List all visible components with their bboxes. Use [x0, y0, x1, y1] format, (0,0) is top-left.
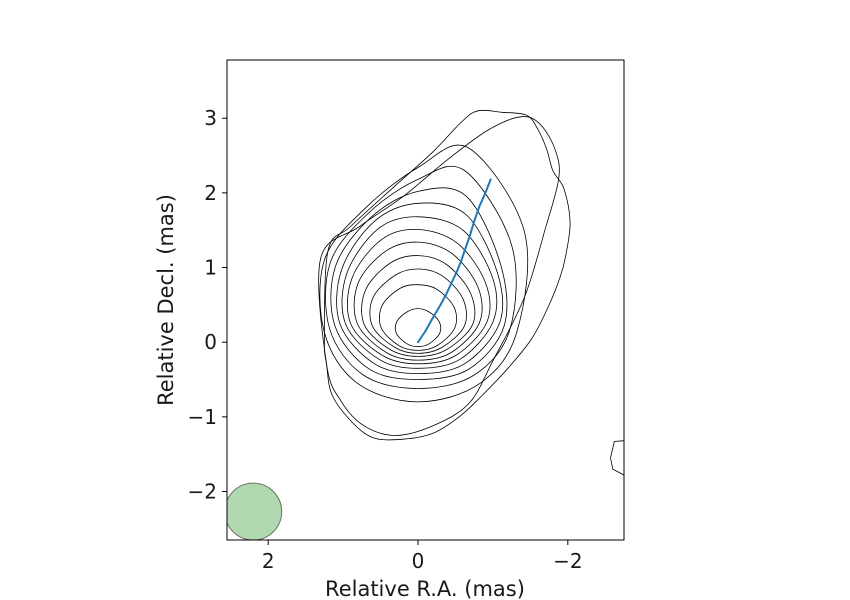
y-axis-ticks: 3 2 1 0 −1 −2: [188, 106, 227, 503]
contour-level-12: [318, 116, 560, 436]
y-tick-label: −1: [188, 405, 217, 429]
contour-level-7: [341, 216, 498, 369]
contour-level-3: [369, 268, 467, 354]
beam-ellipse: [227, 482, 283, 540]
contour-level-2: [379, 284, 457, 351]
edge-contour: [610, 440, 624, 476]
contour-levels: [318, 109, 624, 476]
x-tick-label: 0: [412, 549, 425, 573]
y-tick-label: 1: [204, 256, 217, 280]
y-tick-label: 3: [204, 106, 217, 130]
contour-level-4: [361, 255, 476, 357]
x-axis-label: Relative R.A. (mas): [325, 577, 525, 600]
y-axis-label: Relative Decl. (mas): [154, 194, 178, 406]
y-tick-label: −2: [188, 479, 217, 503]
contour-level-11: [319, 144, 529, 403]
y-tick-label: 2: [204, 181, 217, 205]
contour-level-13: [323, 109, 571, 441]
x-tick-label: 2: [262, 549, 275, 573]
contour-level-5: [353, 241, 483, 361]
contour-level-6: [347, 228, 491, 365]
jet-ridge-line: [417, 178, 492, 344]
contour-level-10: [325, 165, 517, 389]
x-axis-ticks: 2 0 −2: [262, 540, 583, 573]
contour-level-1: [394, 308, 442, 348]
beam-circle: [227, 482, 283, 540]
ridge-line-path: [417, 178, 492, 344]
contour-level-8: [336, 202, 504, 374]
x-tick-label: −2: [553, 549, 582, 573]
y-tick-label: 0: [204, 330, 217, 354]
plot-frame: [226, 59, 625, 541]
